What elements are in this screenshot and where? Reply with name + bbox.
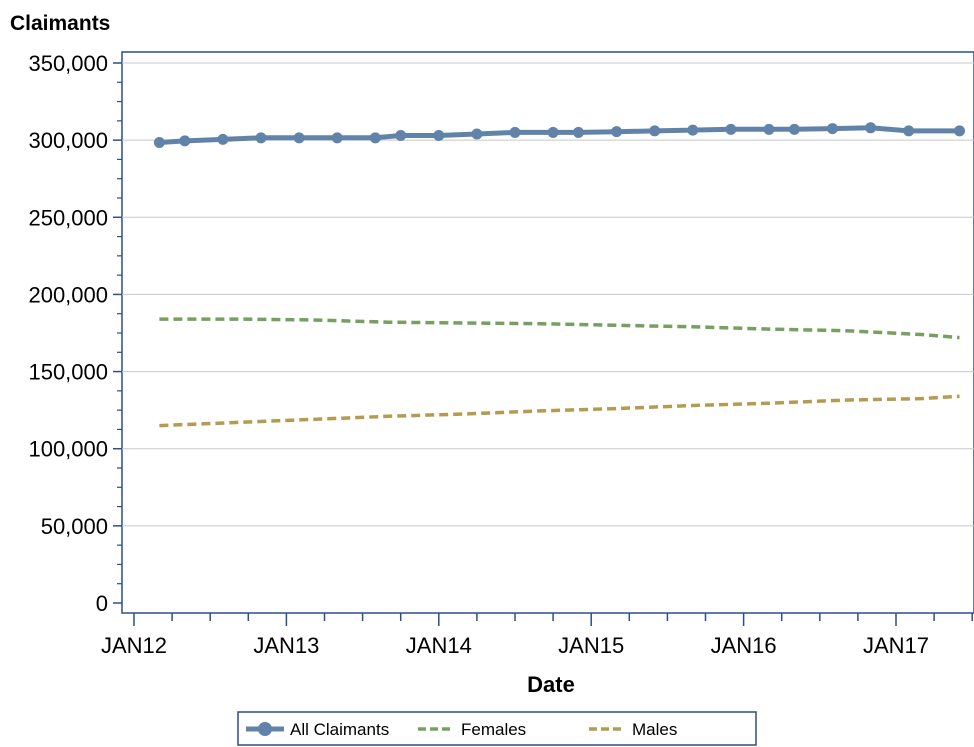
y-axis: 0 50,000 100,000 150,000 200,000 250,000 300,0… [28, 51, 122, 616]
gridlines [122, 62, 974, 527]
y-tick-label: 0 [96, 591, 108, 616]
data-point-all-claimants [153, 136, 165, 148]
data-point-all-claimants [509, 126, 521, 138]
data-point-all-claimants [788, 123, 800, 135]
data-point-all-claimants [255, 132, 267, 144]
data-point-all-claimants [725, 123, 737, 135]
x-axis-title: Date [527, 672, 575, 697]
y-tick-label: 350,000 [28, 51, 108, 76]
data-point-all-claimants [293, 132, 305, 144]
data-point-all-claimants [217, 133, 229, 145]
x-tick-label: JAN13 [253, 633, 319, 658]
y-tick-label: 100,000 [28, 437, 108, 462]
data-point-all-claimants [433, 130, 445, 142]
data-point-all-claimants [687, 124, 699, 136]
legend-label: Females [461, 720, 526, 739]
plot-frame [121, 51, 974, 614]
data-point-all-claimants [331, 132, 343, 144]
series-layer [153, 122, 965, 428]
x-tick-label: JAN16 [711, 633, 777, 658]
chart-title: Claimants [10, 12, 110, 35]
y-tick-label: 150,000 [28, 360, 108, 385]
data-point-all-claimants [763, 123, 775, 135]
data-point-all-claimants [649, 125, 661, 137]
y-tick-label: 50,000 [41, 514, 108, 539]
x-tick-label: JAN12 [101, 633, 167, 658]
data-point-all-claimants [471, 128, 483, 140]
data-point-all-claimants [395, 130, 407, 142]
x-tick-label: JAN17 [863, 633, 929, 658]
x-tick-label: JAN15 [558, 633, 624, 658]
legend-label: Males [632, 720, 677, 739]
data-point-all-claimants [611, 126, 623, 138]
legend-frame [237, 711, 757, 746]
x-axis: JAN12 JAN13 JAN14 JAN15 JAN16 JAN17 [101, 613, 973, 658]
data-point-all-claimants [827, 123, 838, 135]
data-point-all-claimants [903, 125, 915, 137]
y-tick-label: 200,000 [28, 282, 108, 307]
data-point-all-claimants [179, 135, 191, 147]
data-point-all-claimants [369, 132, 381, 144]
y-tick-label: 250,000 [28, 205, 108, 230]
data-point-all-claimants [865, 122, 877, 134]
y-tick-label: 300,000 [28, 128, 108, 153]
x-tick-label: JAN14 [406, 633, 472, 658]
legend-label: All Claimants [290, 720, 389, 739]
data-point-all-claimants [573, 126, 584, 138]
legend-marker-all-claimants [258, 722, 272, 736]
data-point-all-claimants [547, 126, 559, 138]
legend: All Claimants Females Males [237, 711, 757, 746]
data-point-all-claimants [954, 125, 965, 137]
